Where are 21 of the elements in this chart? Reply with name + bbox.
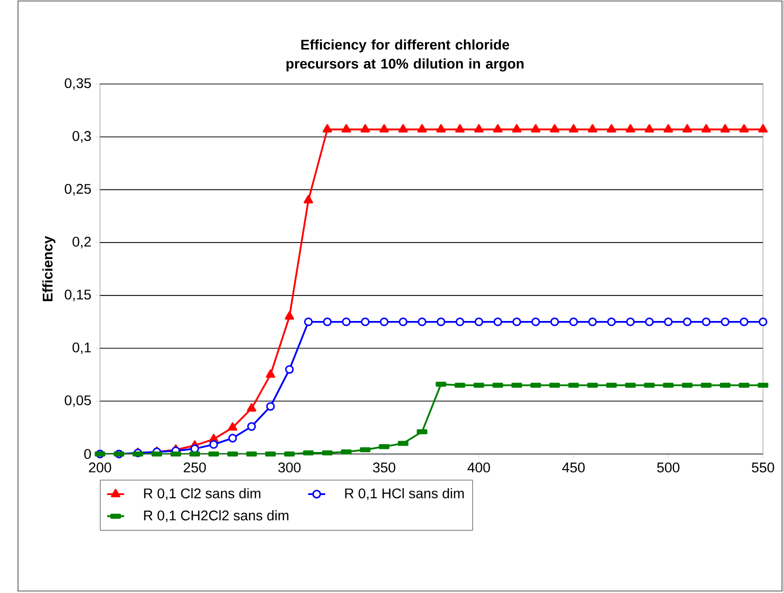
y-tick-label: 0,2 xyxy=(72,236,91,248)
y-tick-label: 0,3 xyxy=(72,131,91,143)
y-tick-label: 0,15 xyxy=(64,290,91,302)
y-tick-label: 0,35 xyxy=(64,78,91,90)
x-tick-label: 500 xyxy=(657,462,680,472)
legend-label: R 0,1 CH2Cl2 sans dim xyxy=(144,510,288,522)
x-tick-label: 200 xyxy=(89,462,112,472)
x-tick-label: 350 xyxy=(373,462,396,472)
x-tick-label: 400 xyxy=(468,462,490,472)
y-tick-label: 0,25 xyxy=(64,184,91,196)
legend-label: R 0,1 Cl2 sans dim xyxy=(144,488,260,500)
y-tick-label: 0,05 xyxy=(64,395,91,407)
x-tick-label: 550 xyxy=(752,462,774,472)
y-tick-label: 0 xyxy=(84,449,91,459)
x-tick-label: 450 xyxy=(562,462,585,472)
chart-title: Efficiency for different chloride precursors at 10% dilution in argon xyxy=(286,39,524,72)
legend-label: R 0,1 HCl sans dim xyxy=(345,488,464,500)
x-tick-label: 250 xyxy=(184,462,206,472)
y-tick-label: 0,1 xyxy=(72,342,91,354)
x-tick-label: 300 xyxy=(278,462,301,472)
y-axis-title: Efficiency xyxy=(42,236,56,302)
